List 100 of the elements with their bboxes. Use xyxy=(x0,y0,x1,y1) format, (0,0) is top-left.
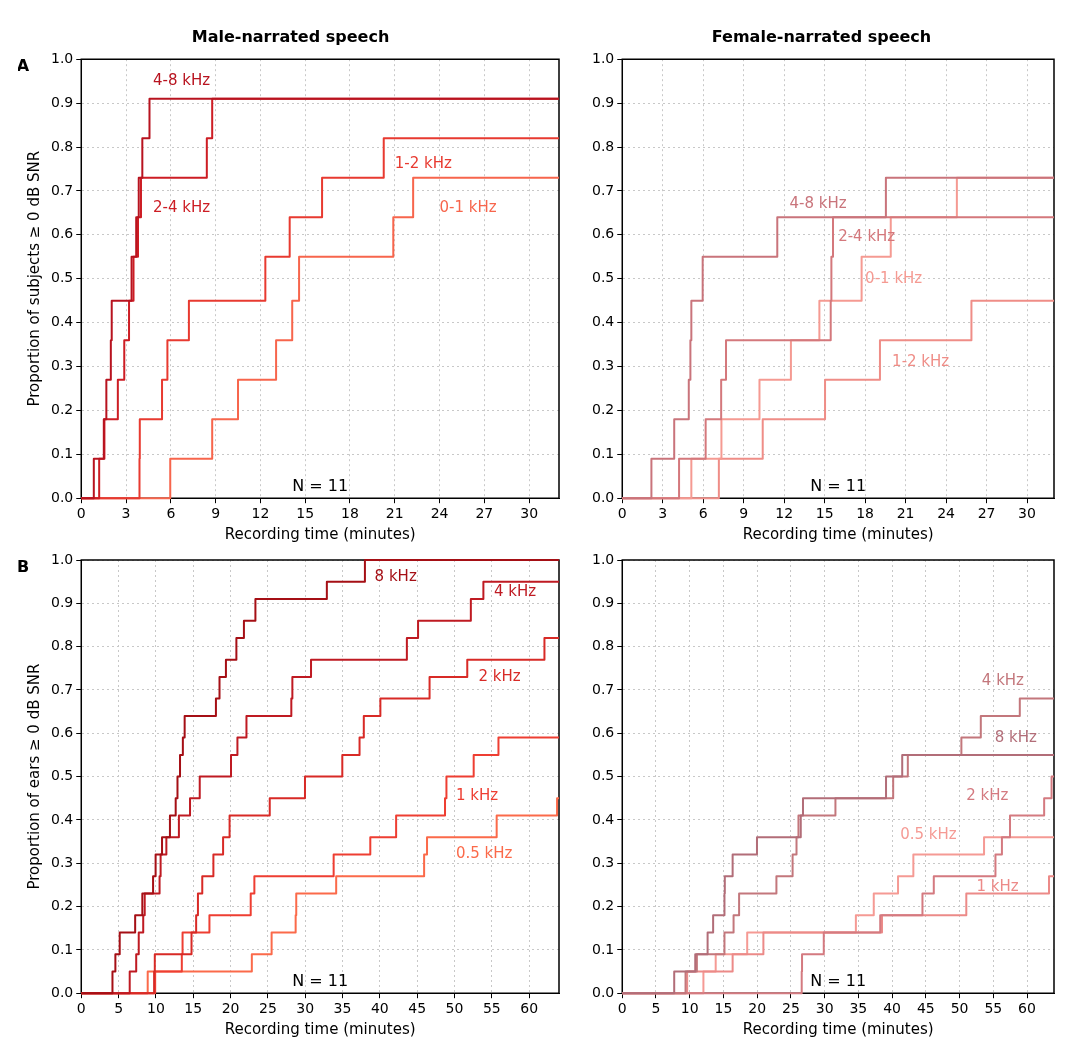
x-tick-label: 45 xyxy=(916,1000,935,1017)
text: B xyxy=(17,557,30,577)
x-tick-label: 15 xyxy=(714,1000,733,1017)
y-tick-label: 0.3 xyxy=(51,853,74,870)
x-tick-label: 25 xyxy=(258,1000,277,1017)
series-label: 4-8 kHz xyxy=(789,193,847,212)
x-tick-label: 0 xyxy=(617,1000,627,1017)
x-tick-label: 9 xyxy=(739,505,749,522)
x-tick-label: 30 xyxy=(520,505,539,522)
y-tick-label: 0.5 xyxy=(51,269,74,286)
y-tick-label: 1.0 xyxy=(51,49,74,66)
series-label: 0-1 kHz xyxy=(865,268,923,287)
y-tick-label: 0.6 xyxy=(51,225,74,242)
x-tick-label: 12 xyxy=(775,505,794,522)
y-tick-label: 0.8 xyxy=(51,137,74,154)
x-tick-label: 9 xyxy=(211,505,221,522)
series-label: 2-4 kHz xyxy=(152,198,211,217)
y-tick-label: 0.9 xyxy=(51,593,74,610)
x-axis-title: Recording time (minutes) xyxy=(224,524,416,543)
y-tick-label: 0.5 xyxy=(51,767,74,784)
series-label: 4 kHz xyxy=(981,671,1025,690)
x-tick-label: 30 xyxy=(1018,505,1036,522)
y-tick-label: 0.0 xyxy=(592,983,615,1000)
x-tick-label: 5 xyxy=(651,1000,661,1017)
x-tick-label: 40 xyxy=(883,1000,902,1017)
y-tick-label: 0.7 xyxy=(592,181,615,198)
annotation: N = 11 xyxy=(292,476,349,496)
x-tick-label: 50 xyxy=(950,1000,969,1017)
x-tick-label: 21 xyxy=(896,505,915,522)
x-tick-label: 6 xyxy=(698,505,708,522)
y-tick-label: 0.3 xyxy=(592,357,615,374)
chart-title: Female-narrated speech xyxy=(711,26,932,46)
y-tick-label: 0.1 xyxy=(51,940,74,957)
x-tick-label: 3 xyxy=(121,505,131,522)
y-axis-title: Proportion of ears ≥ 0 dB SNR xyxy=(24,663,43,890)
x-tick-label: 12 xyxy=(251,505,270,522)
y-tick-label: 0.8 xyxy=(51,637,74,654)
x-tick-label: 30 xyxy=(296,1000,315,1017)
y-tick-label: 0.4 xyxy=(51,810,74,827)
series-label: 1-2 kHz xyxy=(394,154,453,173)
series-label: 8 kHz xyxy=(374,567,417,586)
y-tick-label: 1.0 xyxy=(592,49,615,66)
y-tick-label: 0.3 xyxy=(592,853,615,870)
x-tick-label: 35 xyxy=(333,1000,352,1017)
x-tick-label: 10 xyxy=(680,1000,699,1017)
series-label: 0.5 kHz xyxy=(900,824,957,843)
annotation: N = 11 xyxy=(292,971,349,991)
x-tick-label: 35 xyxy=(849,1000,868,1017)
y-tick-label: 0.9 xyxy=(51,93,74,110)
x-tick-label: 15 xyxy=(815,505,834,522)
x-tick-label: 15 xyxy=(184,1000,203,1017)
y-tick-label: 0.6 xyxy=(51,723,74,740)
y-tick-label: 0.8 xyxy=(592,137,615,154)
x-tick-label: 55 xyxy=(984,1000,1003,1017)
series-label: 0.5 kHz xyxy=(455,844,513,863)
x-tick-label: 3 xyxy=(658,505,668,522)
x-tick-label: 18 xyxy=(341,505,359,522)
x-tick-label: 27 xyxy=(977,505,996,522)
y-tick-label: 0.2 xyxy=(592,897,615,914)
x-tick-label: 18 xyxy=(856,505,875,522)
annotation: N = 11 xyxy=(810,476,867,496)
x-axis-title: Recording time (minutes) xyxy=(224,1019,416,1038)
x-tick-label: 24 xyxy=(430,505,449,522)
x-axis-title: Recording time (minutes) xyxy=(742,1019,934,1038)
x-tick-label: 5 xyxy=(114,1000,124,1017)
y-tick-label: 0.2 xyxy=(51,897,74,914)
x-tick-label: 55 xyxy=(482,1000,501,1017)
series-label: 8 kHz xyxy=(994,727,1037,746)
y-tick-label: 1.0 xyxy=(51,550,74,567)
series-label: 4 kHz xyxy=(494,582,537,601)
x-tick-label: 30 xyxy=(815,1000,834,1017)
series-label: 1 kHz xyxy=(976,876,1019,895)
series-label: 2 kHz xyxy=(966,785,1009,804)
y-tick-label: 0.8 xyxy=(592,637,615,654)
y-tick-label: 0.0 xyxy=(51,983,74,1000)
x-tick-label: 15 xyxy=(296,505,315,522)
y-tick-label: 0.7 xyxy=(592,680,615,697)
series-label: 4-8 kHz xyxy=(152,71,211,90)
y-tick-label: 0.6 xyxy=(592,723,615,740)
y-tick-label: 0.7 xyxy=(51,181,74,198)
x-tick-label: 0 xyxy=(76,1000,86,1017)
y-tick-label: 0.5 xyxy=(592,269,615,286)
y-tick-label: 0.6 xyxy=(592,225,615,242)
annotation: N = 11 xyxy=(810,971,867,991)
x-tick-label: 45 xyxy=(408,1000,427,1017)
series-label: 0-1 kHz xyxy=(439,198,497,217)
x-tick-label: 25 xyxy=(782,1000,800,1017)
y-tick-label: 0.1 xyxy=(51,444,74,461)
chart-title: Male-narrated speech xyxy=(191,26,390,46)
x-axis-title: Recording time (minutes) xyxy=(742,524,934,543)
y-tick-label: 0.9 xyxy=(592,593,615,610)
y-axis-title: Proportion of subjects ≥ 0 dB SNR xyxy=(24,150,43,407)
x-tick-label: 27 xyxy=(475,505,494,522)
y-tick-label: 0.1 xyxy=(592,444,615,461)
x-tick-label: 60 xyxy=(1018,1000,1036,1017)
x-tick-label: 20 xyxy=(748,1000,767,1017)
x-tick-label: 10 xyxy=(147,1000,165,1017)
y-tick-label: 0.3 xyxy=(51,357,74,374)
y-tick-label: 0.0 xyxy=(51,488,74,505)
y-tick-label: 0.4 xyxy=(592,810,615,827)
